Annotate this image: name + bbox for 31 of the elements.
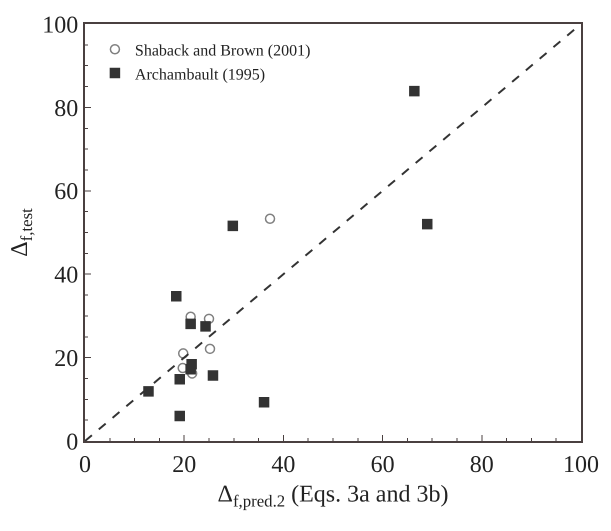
point: [185, 318, 196, 330]
point: [174, 374, 185, 385]
point: [204, 344, 216, 354]
point: [422, 218, 432, 230]
point: [200, 321, 211, 332]
point: [264, 213, 276, 224]
point: [185, 364, 196, 375]
x-tick-label: 20: [172, 452, 196, 478]
x-tick-label: 40: [271, 452, 296, 478]
point: [228, 220, 238, 232]
point: [174, 410, 185, 422]
point: [409, 86, 420, 96]
x-tick-label: 80: [470, 452, 494, 478]
point: [208, 370, 218, 381]
legend-label: Shaback and Brown (2001): [134, 42, 310, 60]
y-tick-label: 20: [54, 346, 78, 372]
legend-label: Archambault (1995): [134, 66, 266, 84]
y-tick-label: 0: [66, 429, 78, 456]
y-tick-label: 40: [54, 262, 78, 289]
y-tick-label: 80: [54, 96, 78, 122]
x-tick-label: 100: [563, 452, 599, 478]
y-tick-label: 60: [54, 179, 78, 206]
point: [178, 348, 188, 359]
point: [171, 291, 182, 302]
point: [186, 368, 198, 379]
x-axis-title: Δ$_{f,pred.2}$ (Eqs. 3a and 3b): [218, 482, 448, 511]
y-tick-label: 100: [42, 12, 78, 38]
point: [143, 386, 154, 397]
x-tick-label: 60: [370, 452, 395, 478]
point: [258, 396, 270, 408]
point: [204, 314, 214, 324]
